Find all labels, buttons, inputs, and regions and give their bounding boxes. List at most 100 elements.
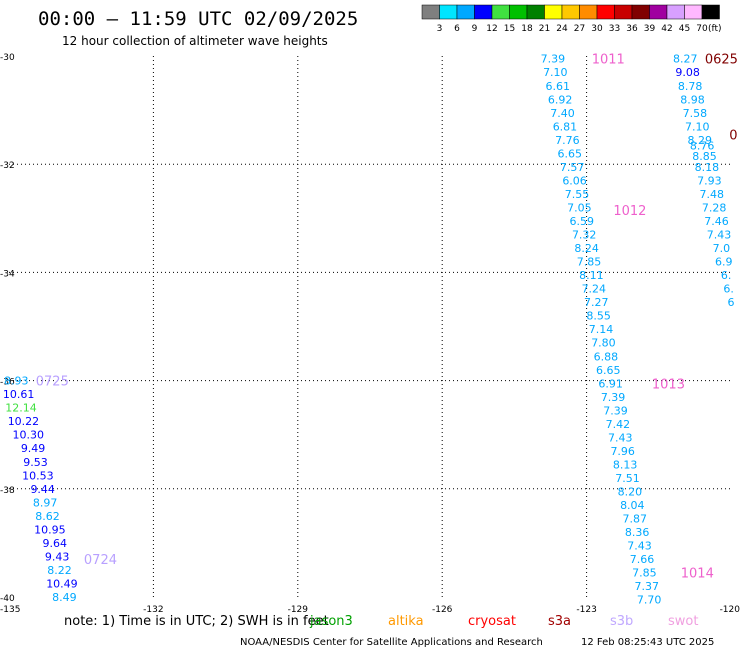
footer-credit: NOAA/NESDIS Center for Satellite Applica… (240, 637, 543, 648)
wave-height-value: 8.93 (4, 375, 29, 388)
colorbar-tick-label: 12 (486, 24, 497, 34)
wave-height-value: 7.51 (615, 472, 640, 485)
pass-time-label: 0724 (84, 553, 117, 568)
wave-height-value: 10.61 (3, 388, 35, 401)
y-tick-label: -34 (0, 269, 15, 279)
wave-height-value: 7.87 (622, 513, 647, 526)
pass-time-label: 0725 (36, 375, 69, 390)
colorbar-swatch (614, 4, 633, 20)
wave-height-value: 6.59 (570, 215, 595, 228)
wave-height-value: 7.27 (584, 296, 609, 309)
wave-height-value: 8.29 (687, 134, 712, 147)
wave-height-value: 7.32 (572, 229, 597, 242)
y-tick-label: -40 (0, 594, 15, 604)
wave-height-value: 7.0 (713, 242, 731, 255)
wave-height-value: 8.27 (673, 53, 698, 66)
colorbar-swatch (631, 4, 650, 20)
x-tick-label: -132 (143, 605, 163, 615)
footer-timestamp: 12 Feb 08:25:43 UTC 2025 (581, 637, 714, 648)
wave-height-value: 10.53 (22, 469, 54, 482)
colorbar-swatch (544, 4, 563, 20)
wave-height-value: 9.44 (30, 483, 55, 496)
colorbar-swatch (666, 4, 685, 20)
wave-height-value: 10.30 (13, 429, 45, 442)
colorbar-tick-label: 24 (556, 24, 568, 34)
satellite-legend-cryosat: cryosat (468, 614, 516, 629)
colorbar-swatch (421, 4, 440, 20)
wave-height-value: 6.88 (594, 350, 619, 363)
wave-height-value: 7.96 (610, 445, 635, 458)
satellite-legend-jason3: jason3 (309, 614, 353, 629)
wave-height-value: 6 (728, 296, 735, 309)
colorbar-tick-label: 33 (609, 24, 620, 34)
wave-height-value: 6.9 (715, 256, 733, 269)
wave-height-value: 7.05 (567, 201, 592, 214)
wave-height-value: 8.04 (620, 499, 645, 512)
x-tick-label: -135 (0, 605, 20, 615)
wave-height-value: 7.48 (699, 188, 724, 201)
wave-height-value: 12.14 (5, 402, 37, 415)
wave-height-value: 7.43 (707, 229, 732, 242)
wave-height-value: 8.36 (625, 526, 650, 539)
x-tick-label: -120 (720, 605, 740, 615)
colorbar-tick-label: 21 (539, 24, 550, 34)
wave-height-value: 8.98 (680, 93, 705, 106)
wave-height-value: 7.37 (635, 580, 660, 593)
colorbar-tick-label: 30 (591, 24, 603, 34)
wave-height-value: 7.43 (608, 431, 633, 444)
colorbar-tick-label: 3 (437, 24, 443, 34)
wave-height-value: 6.92 (548, 93, 573, 106)
wave-height-value: 7.10 (543, 66, 568, 79)
colorbar-tick-label: 45 (679, 24, 690, 34)
pass-time-label: 0 (729, 128, 737, 143)
wave-height-value: 7.55 (565, 188, 590, 201)
wave-height-value: 7.85 (632, 567, 657, 580)
colorbar-tick-label: 27 (574, 24, 585, 34)
wave-height-value: 9.49 (21, 442, 46, 455)
x-tick-label: -129 (288, 605, 309, 615)
y-tick-label: -36 (0, 378, 15, 388)
wave-height-points: 7.397.106.616.927.406.817.766.657.576.06… (3, 53, 735, 607)
pass-time-labels: 1011 1012 1013 1014 0725 0724 0625 0 (36, 53, 738, 582)
wave-height-value: 7.39 (601, 391, 626, 404)
wave-height-value: 8.85 (692, 150, 717, 163)
wave-height-value: 8.76 (690, 139, 715, 152)
wave-height-value: 7.42 (606, 418, 631, 431)
x-tick-label: -126 (432, 605, 453, 615)
colorbar-swatch (649, 4, 668, 20)
wave-height-value: 10.49 (46, 577, 78, 590)
wave-height-value: 10.22 (8, 415, 40, 428)
y-tick-label: -32 (0, 161, 15, 171)
y-tick-label: -38 (0, 486, 15, 496)
colorbar-swatch (596, 4, 615, 20)
grid (9, 56, 731, 597)
wave-height-value: 6.81 (553, 120, 578, 133)
pass-time-label: 1012 (613, 204, 646, 219)
wave-height-value: 7.39 (541, 53, 566, 66)
wave-height-value: 8.62 (35, 510, 60, 523)
colorbar-swatch (579, 4, 598, 20)
wave-height-value: 6.65 (596, 364, 621, 377)
x-tick-label: -123 (576, 605, 596, 615)
wave-height-value: 7.66 (630, 553, 655, 566)
wave-height-value: 10.95 (34, 523, 66, 536)
wave-height-value: 7.58 (683, 107, 708, 120)
wave-height-value: 7.43 (627, 540, 652, 553)
wave-height-value: 8.78 (678, 80, 703, 93)
wave-height-value: 8.55 (586, 310, 611, 323)
colorbar-swatch (456, 4, 475, 20)
wave-height-value: 8.20 (618, 486, 643, 499)
wave-height-value: 6. (723, 283, 734, 296)
wave-height-value: 9.08 (675, 66, 700, 79)
wave-height-value: 6. (721, 269, 732, 282)
units-note: note: 1) Time is in UTC; 2) SWH is in fe… (64, 614, 329, 629)
satellite-legend-altika: altika (388, 614, 424, 629)
pass-time-label: 1014 (681, 567, 714, 582)
colorbar-swatch (684, 4, 703, 20)
y-tick-label: -30 (0, 53, 15, 63)
colorbar: 3 6 9 12 15 18 21 24 27 30 33 36 39 42 45 70 (ft) (421, 4, 722, 34)
satellite-legend-s3a: s3a (548, 614, 571, 629)
wave-height-value: 8.18 (695, 161, 720, 174)
axis-ticks: -135 -132 -129 -126 -123 -120 -30 -32 -34 -36 -38 -… (0, 53, 740, 615)
